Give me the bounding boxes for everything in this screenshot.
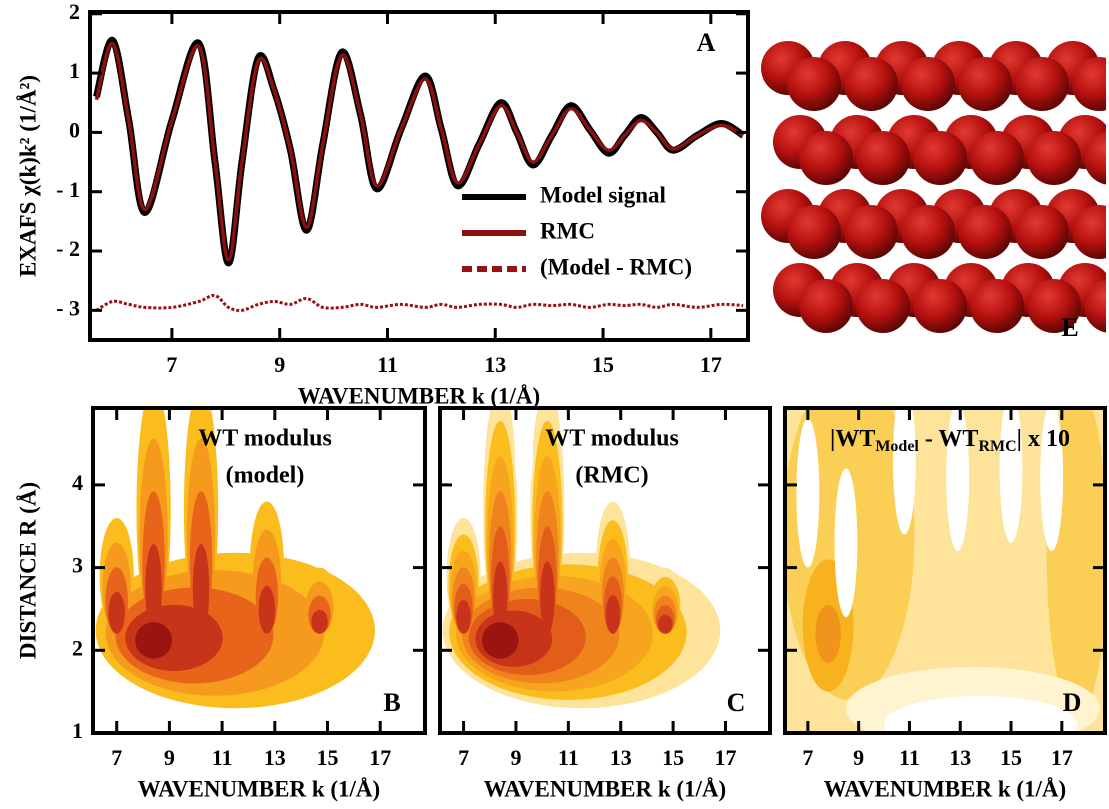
panel-title: (RMC): [575, 463, 648, 489]
title-part: - WT: [919, 426, 979, 452]
x-tick-label: 13: [949, 745, 971, 770]
y-tick-label: 3: [72, 553, 83, 578]
x-tick-label: 15: [1000, 745, 1022, 770]
x-tick-label: 11: [377, 352, 398, 377]
y-tick-label: 0: [69, 117, 80, 142]
panel-letter: D: [1063, 688, 1082, 717]
panel-title: (model): [226, 463, 305, 489]
title-part: Model: [875, 438, 919, 455]
x-tick-label: 7: [111, 745, 122, 770]
x-tick-label: 17: [1051, 745, 1073, 770]
y-axis-label: DISTANCE R (Å): [15, 482, 40, 659]
legend-label: RMC: [540, 218, 595, 243]
x-tick-label: 11: [899, 745, 920, 770]
sphere: [787, 205, 841, 259]
panel-title: |WTModel - WTRMC| x 10: [830, 426, 1070, 455]
sphere: [913, 131, 967, 185]
y-axis-label: EXAFS χ(k)k² (1/Å²): [15, 75, 40, 277]
sphere: [787, 57, 841, 111]
y-tick-label: 1: [69, 58, 80, 83]
sphere: [844, 205, 898, 259]
x-tick-label: 13: [610, 745, 632, 770]
contour-level: [135, 622, 172, 658]
y-tick-label: - 2: [56, 236, 80, 261]
panel-letter: B: [383, 688, 400, 717]
panel-title: WT modulus: [545, 426, 679, 452]
contour-level: [658, 614, 672, 633]
y-tick-label: 2: [72, 635, 83, 660]
y-tick-label: 1: [72, 718, 83, 743]
contour-level: [108, 592, 124, 634]
y-tick-label: 2: [69, 0, 80, 24]
x-tick-label: 11: [212, 745, 233, 770]
title-part: |WT: [830, 426, 875, 452]
sphere: [799, 279, 853, 333]
panel-letter: C: [727, 688, 746, 717]
panel-letter: E: [1061, 313, 1078, 342]
x-tick-label: 15: [592, 352, 614, 377]
x-tick-label: 17: [369, 745, 391, 770]
contour-level: [796, 419, 819, 568]
contour-level: [456, 600, 470, 634]
x-tick-label: 15: [662, 745, 684, 770]
contour-level: [259, 586, 275, 634]
sphere: [1015, 57, 1069, 111]
y-tick-label: - 3: [56, 295, 80, 320]
sphere-cluster: [761, 41, 1109, 333]
sphere: [799, 131, 853, 185]
y-tick-label: - 1: [56, 177, 80, 202]
contour-level: [145, 544, 161, 634]
sphere: [970, 279, 1024, 333]
x-tick-label: 9: [164, 745, 175, 770]
series-line: [96, 295, 743, 310]
x-tick-label: 7: [802, 745, 813, 770]
x-tick-label: 13: [264, 745, 286, 770]
contour-gap: [454, 419, 472, 518]
page: {"chart_data": [ {"type": "line", "panel…: [0, 0, 1109, 809]
x-tick-label: 9: [510, 745, 521, 770]
x-tick-label: 11: [558, 745, 579, 770]
sphere: [958, 205, 1012, 259]
legend-label: Model signal: [540, 182, 666, 207]
x-tick-label: 17: [714, 745, 736, 770]
title-part: | x 10: [1017, 426, 1070, 452]
contour-level: [193, 544, 209, 634]
x-tick-label: 13: [484, 352, 506, 377]
x-tick-label: 9: [274, 352, 285, 377]
x-axis-label: WAVENUMBER k (1/Å): [824, 776, 1066, 801]
sphere: [970, 131, 1024, 185]
sphere: [856, 279, 910, 333]
x-axis-label: WAVENUMBER k (1/Å): [138, 776, 380, 801]
sphere: [958, 57, 1012, 111]
sphere: [1027, 131, 1081, 185]
sphere: [856, 131, 910, 185]
series-line: [96, 40, 743, 263]
legend-label: (Model - RMC): [540, 254, 692, 279]
title-part: RMC: [978, 438, 1016, 455]
x-tick-label: 15: [317, 745, 339, 770]
x-tick-label: 17: [700, 352, 722, 377]
x-tick-label: 9: [853, 745, 864, 770]
x-tick-label: 7: [166, 352, 177, 377]
contour-level: [311, 610, 327, 634]
x-axis-label: WAVENUMBER k (1/Å): [484, 776, 726, 801]
sphere: [1015, 205, 1069, 259]
panel-title: WT modulus: [198, 426, 332, 452]
panel-letter: A: [697, 28, 716, 57]
contour-level: [815, 605, 840, 663]
contour-level: [835, 468, 858, 617]
contour-level: [606, 595, 620, 634]
x-tick-label: 7: [458, 745, 469, 770]
contour-level: [482, 622, 519, 658]
sphere: [844, 57, 898, 111]
sphere: [901, 57, 955, 111]
y-tick-label: 4: [72, 470, 83, 495]
sphere: [901, 205, 955, 259]
figure: Model signalRMC(Model - RMC)791113151721…: [0, 0, 1109, 809]
x-axis-label: WAVENUMBER k (1/Å): [298, 383, 540, 408]
contour-level: [540, 561, 554, 633]
sphere: [913, 279, 967, 333]
